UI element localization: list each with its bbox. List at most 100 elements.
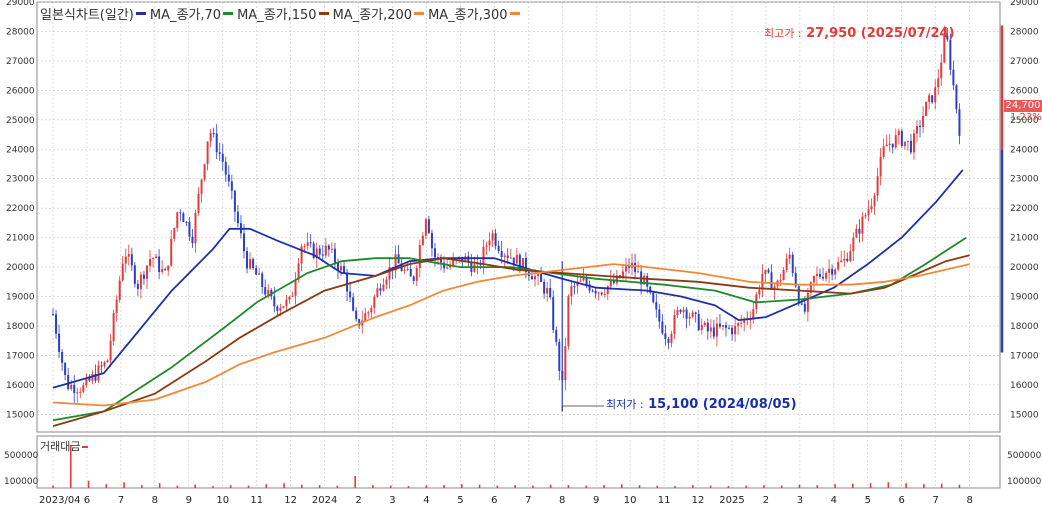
candle-body [806,292,809,312]
candle-body [764,269,767,274]
candle-body [203,164,206,180]
candle-body [637,271,640,273]
low-price-key: 최저가 : [606,398,644,411]
candle-body [585,278,588,285]
volume-label: 거래대금 [40,440,81,453]
x-tick-label: 10 [624,495,637,506]
candle-body [136,283,139,289]
candle-body [876,176,879,196]
candle-body [70,384,73,390]
y-tick-label-right: 22000 [1010,204,1039,214]
candle-body [818,273,821,277]
candle-body [731,327,734,335]
candle-body [600,292,603,295]
volume-bar [780,485,783,488]
y-tick-label-right: 26000 [1010,86,1039,96]
candle-body [61,351,64,363]
legend-swatch-ma150 [223,12,234,15]
candle-body [349,291,352,298]
x-tick-label: 3 [389,495,395,506]
volume-bar [212,486,214,488]
volume-bar [496,485,499,488]
x-tick-label: 6 [491,495,497,506]
candle-body [364,313,367,321]
candle-body [909,140,912,153]
y-tick-label-left: 21000 [6,234,35,244]
candle-body [145,265,148,279]
candle-body [388,266,391,280]
y-tick-label-left: 20000 [6,263,35,273]
candle-body [597,292,600,294]
candle-body [609,279,612,287]
y-tick-label-left: 25000 [6,116,35,126]
volume-bar [816,485,819,488]
candle-body [406,268,409,270]
candle-body [403,269,406,271]
candle-body [100,365,103,367]
legend-base: 일본식차트(일간) [40,8,134,23]
candle-body [922,115,925,128]
candle-body [167,265,170,271]
candle-body [67,374,70,390]
candle-body [373,296,376,308]
candle-body [549,287,552,298]
x-tick-label: 10 [216,495,229,506]
volume-bar [265,484,268,488]
candle-body [946,35,949,40]
volume-bar [727,486,730,488]
candle-body [518,254,521,270]
candle-body [749,319,752,321]
candle-body [421,235,424,246]
candle-body [743,318,746,323]
candle-body [900,130,903,147]
volume-legend: 거래대금 [40,438,92,454]
candle-body [497,245,500,252]
candle-body [218,152,221,154]
candle-body [176,212,179,228]
volume-bar [194,484,196,488]
candle-body [643,275,646,285]
candle-body [937,78,940,88]
x-tick-label: 7 [932,495,938,506]
x-tick-label: 2 [355,495,361,506]
candle-body [267,289,270,295]
candle-body [667,338,670,343]
candle-body [679,309,682,313]
x-tick-label: 2025 [719,495,744,506]
y-tick-label-left: 22000 [6,204,35,214]
volume-bar [389,485,392,488]
candle-body [264,287,267,295]
candle-body [379,288,382,291]
legend-swatch-ma70 [135,12,146,15]
candle-body [115,299,118,313]
candle-body [955,85,958,110]
candle-body [279,307,282,311]
volume-bar [940,483,943,488]
candle-body [706,322,709,332]
candle-body [940,62,943,79]
y-tick-label-left: 16000 [6,381,35,391]
candle-body [161,269,164,272]
candle-body [506,255,509,258]
volume-bar [549,484,552,488]
candle-body [94,373,97,381]
candle-body [185,221,188,223]
candle-body [209,133,212,142]
candle-body [800,303,803,305]
volume-bar [834,484,836,488]
candle-body [112,312,115,341]
candle-body [564,346,567,381]
volume-bar [87,480,90,488]
candle-body [934,87,937,103]
candle-body [606,286,609,294]
candle-body [318,248,321,255]
candle-body [233,190,236,212]
candle-body [737,323,740,326]
volume-bar [674,486,676,488]
candle-body [558,341,561,371]
candle-body [297,263,300,280]
volume-bar [318,485,321,488]
candle-body [330,248,333,250]
candle-body [282,306,285,308]
